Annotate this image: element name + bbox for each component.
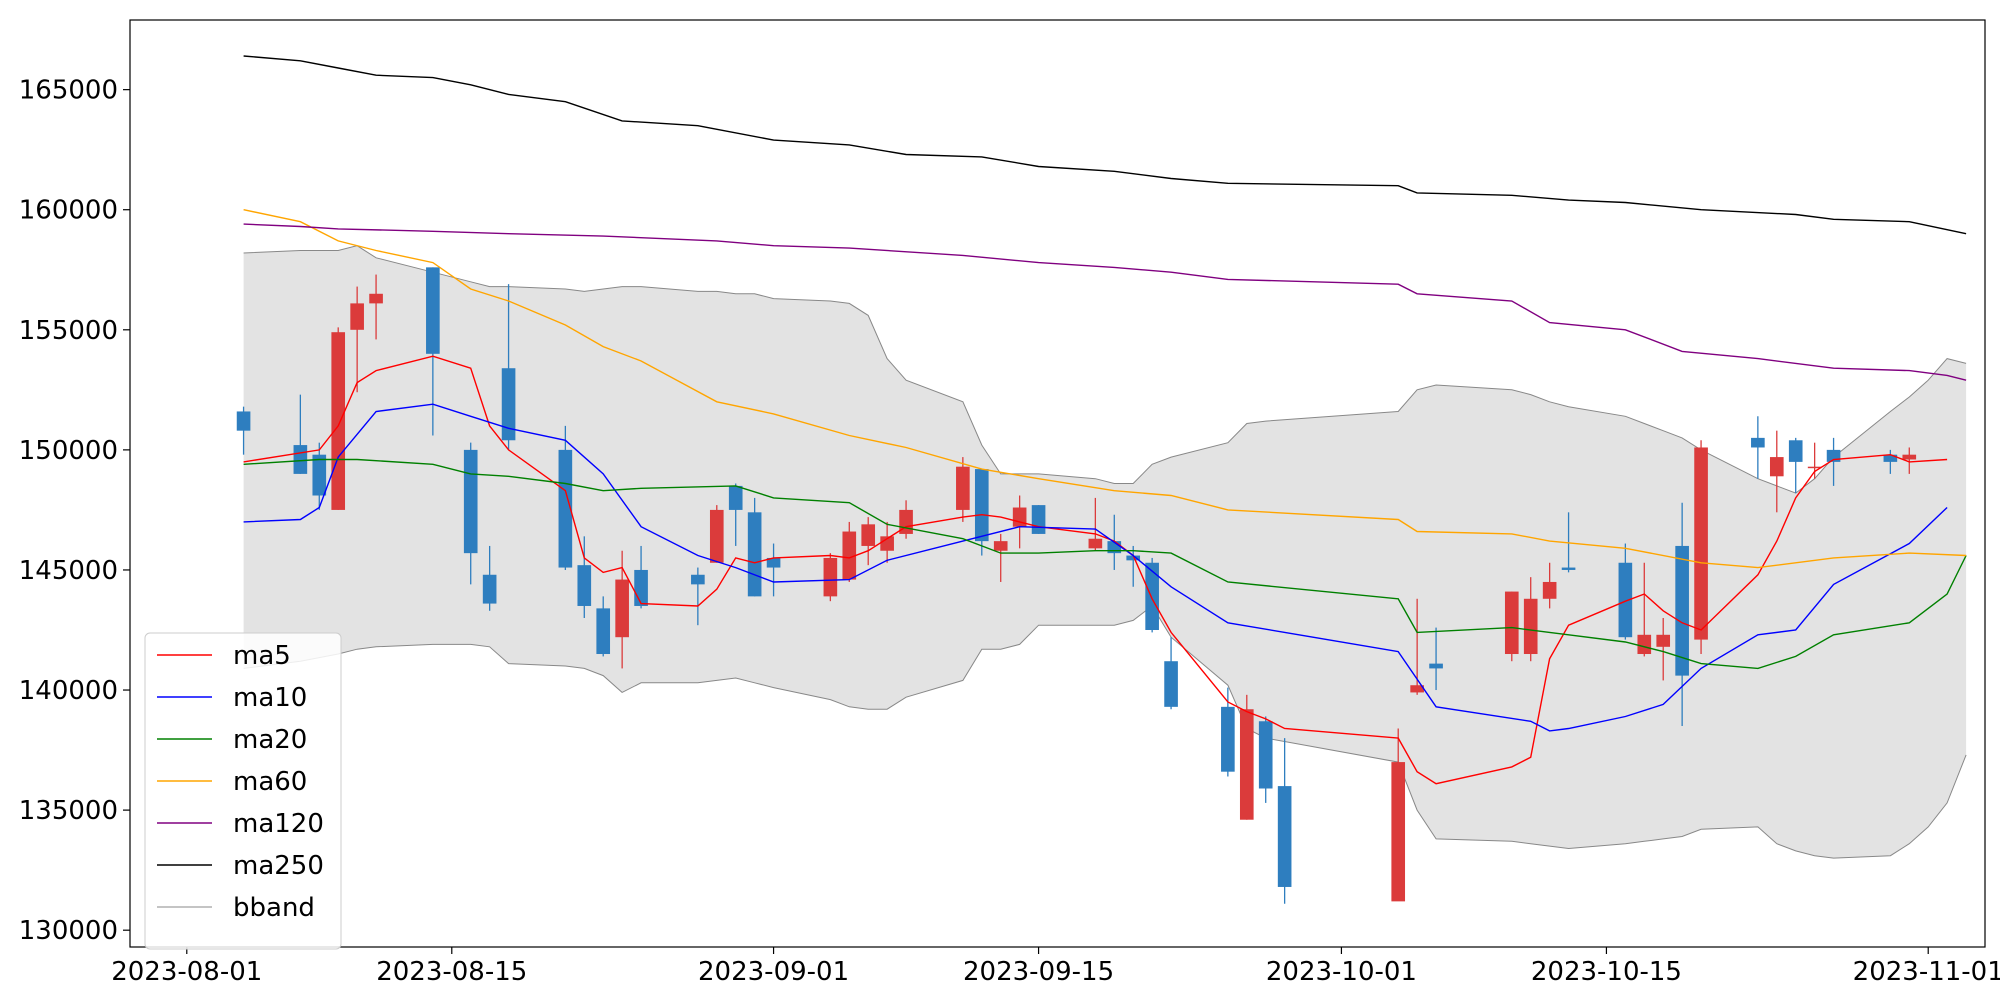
ma60-line	[243, 209, 1967, 569]
x-tick-label: 2023-10-01	[1266, 957, 1417, 987]
plot-frame	[129, 19, 1986, 948]
candle-body	[1694, 447, 1708, 640]
candle-body	[236, 411, 251, 431]
candle-body	[1788, 440, 1803, 462]
candle-body	[1542, 581, 1557, 599]
candle-body	[1883, 454, 1898, 462]
ma250-line	[243, 55, 1967, 235]
ma120-line	[243, 223, 1967, 381]
candle-body	[842, 531, 857, 580]
x-tick-label: 2023-11-01	[1853, 957, 2000, 987]
legend: ma5 ma10 ma20 ma60 ma120 ma250 bband	[144, 632, 342, 950]
candle-body	[1410, 685, 1424, 693]
bband-layer	[243, 245, 1967, 859]
candle-body	[1656, 634, 1671, 647]
candle-body	[1751, 437, 1765, 448]
x-tick-label: 2023-08-01	[111, 957, 262, 987]
y-tick-label: 165000	[19, 76, 118, 106]
candle-body	[293, 445, 308, 474]
y-tick-label: 150000	[19, 436, 118, 466]
legend-label-bband: bband	[233, 893, 315, 923]
axes-layer: 130000 135000 140000 145000 150000 155000 1600…	[19, 19, 2000, 987]
y-tick-label: 155000	[19, 316, 118, 346]
candle-body	[1523, 598, 1538, 655]
ma5-line	[243, 355, 1948, 785]
candle-body	[350, 303, 364, 330]
candle-body	[747, 512, 762, 597]
bband-fill	[243, 245, 1967, 859]
candle-body	[1126, 555, 1141, 561]
bband-lower-line	[243, 605, 1967, 859]
candle-body	[993, 541, 1008, 551]
candle-body	[1618, 562, 1633, 638]
candle-body	[577, 565, 592, 606]
candle-body	[861, 524, 876, 546]
candle-body	[312, 454, 327, 496]
candle-body	[331, 332, 346, 510]
y-tick-label: 135000	[19, 796, 118, 826]
candle-body	[558, 449, 573, 568]
candle-body	[1164, 661, 1178, 707]
candle-body	[1561, 567, 1576, 570]
candle-body	[615, 579, 629, 638]
y-tick-label: 130000	[19, 916, 118, 946]
candles-layer	[236, 267, 1917, 904]
bband-upper-line	[243, 245, 1967, 494]
x-tick-label: 2023-10-15	[1531, 957, 1682, 987]
y-tick-label: 145000	[19, 556, 118, 586]
x-tick-label: 2023-09-15	[963, 957, 1114, 987]
candle-body	[880, 536, 894, 551]
candle-body	[634, 569, 648, 606]
x-tick-label: 2023-08-15	[376, 957, 527, 987]
legend-label-ma250: ma250	[233, 851, 324, 881]
y-tick-label: 140000	[19, 676, 118, 706]
candle-body	[691, 574, 705, 585]
candle-body	[596, 608, 611, 655]
candle-body	[974, 469, 989, 542]
candle-body	[1637, 634, 1652, 655]
candle-body	[1807, 466, 1822, 469]
candle-body	[766, 557, 781, 568]
candle-body	[1429, 663, 1443, 669]
ma20-line	[243, 458, 1967, 670]
candle-body	[501, 368, 516, 441]
candle-body	[1012, 507, 1027, 527]
candle-body	[1221, 706, 1235, 772]
candle-body	[956, 466, 970, 510]
x-tick-label: 2023-09-01	[698, 957, 849, 987]
candle-body	[728, 485, 743, 510]
legend-box	[144, 632, 342, 950]
candle-body	[1902, 454, 1917, 460]
candle-body	[1504, 591, 1519, 655]
legend-label-ma10: ma10	[233, 683, 307, 713]
candle-body	[1769, 457, 1784, 477]
candle-body	[1258, 721, 1273, 789]
candle-body	[1277, 786, 1292, 887]
candle-body	[1031, 505, 1046, 534]
candle-body	[426, 267, 440, 354]
candle-body	[463, 449, 478, 554]
candle-body	[1145, 562, 1159, 630]
candle-body	[1088, 538, 1103, 549]
moving-average-layer	[243, 55, 1967, 785]
y-tick-label: 160000	[19, 196, 118, 226]
legend-label-ma60: ma60	[233, 767, 307, 797]
candle-body	[482, 574, 497, 604]
legend-label-ma20: ma20	[233, 725, 307, 755]
candle-body	[1675, 545, 1689, 676]
candle-body	[1391, 762, 1406, 902]
legend-label-ma120: ma120	[233, 809, 324, 839]
candle-body	[1239, 709, 1254, 820]
legend-label-ma5: ma5	[233, 641, 291, 671]
ma10-line	[243, 403, 1948, 732]
candle-body	[823, 557, 838, 597]
candle-body	[709, 509, 724, 563]
candle-body	[369, 293, 383, 304]
